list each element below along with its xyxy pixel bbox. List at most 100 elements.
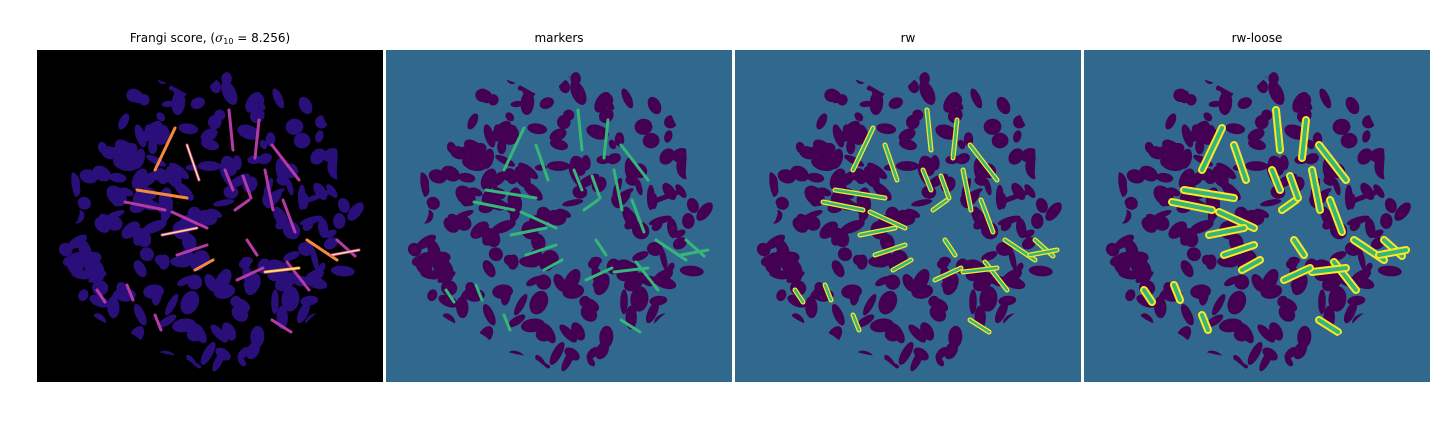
rw-region [1028,248,1059,257]
frangi-vessel [95,288,107,304]
rw-loose-region [1317,143,1348,182]
frangi-vessel [123,200,167,212]
marker-segment [590,174,602,200]
frangi-title-text: Frangi score, ( [129,31,216,45]
rw-loose-region [1310,266,1348,274]
frangi-vessel [233,198,251,212]
frangi-vessel [241,174,253,200]
rw-region [943,238,957,257]
marker-segment [534,143,550,182]
marker-segment [684,238,706,258]
marker-segment [619,143,650,182]
rw-region [979,198,995,234]
rw-region [921,168,933,192]
frangi-vessel [245,238,259,257]
frangi-vessel [235,266,265,282]
marker-segment [576,108,584,152]
marker-segment [584,266,614,282]
frangi-vessel [227,108,235,152]
rw-region [858,226,897,237]
rw-canvas [735,50,1081,382]
marker-segment [602,118,610,160]
marker-segment [502,126,526,172]
marker-segment [612,266,650,274]
rw-loose-region [1280,198,1298,212]
rw-loose-region [1142,288,1154,304]
marker-segment [612,168,624,212]
frangi-vessel [193,258,215,272]
marker-segment [502,313,512,332]
marker-segment [509,226,548,237]
rw-loose-region [1292,238,1306,257]
rw-region [931,198,949,212]
markers-image [386,50,732,382]
rw-region [851,126,875,172]
marker-segment [472,200,516,212]
rw-loose-region [1282,266,1312,282]
marker-segment [654,238,688,262]
rw-region [961,266,999,274]
rwloose-tissue [1101,67,1411,372]
rw-region [833,188,887,200]
rw-image [735,50,1081,382]
rw-region [868,210,907,230]
rw-loose-region [1240,258,1262,272]
frangi-vessel [170,210,209,230]
marker-segment [444,288,456,304]
rw-region [925,108,933,152]
frangi-vessel [135,188,189,200]
frangi-vessel [270,318,293,334]
rw-region [968,318,991,334]
rw-tissue [752,67,1062,372]
rw-loose-region [1207,226,1246,237]
rw-loose-region [1217,210,1256,230]
rw-loose-region [1270,168,1282,192]
rw-loose-region [1288,174,1300,200]
markers-canvas [386,50,732,382]
rw-loose-region [1274,108,1282,152]
frangi-vessel [335,238,357,258]
frangi-vessel [223,168,235,192]
frangi-vessel [175,243,209,257]
marker-segment [519,210,558,230]
frangi-panel-title: Frangi score, (σ10 = 8.256) [37,31,383,46]
frangi-score-canvas [37,50,383,382]
rw-region [821,200,865,212]
rw-panel-title: rw [900,31,916,45]
marker-segment [619,318,642,334]
rw-region [939,174,951,200]
markers-panel-title: markers [534,31,584,45]
rw-loose-region [1328,198,1344,234]
rw-loose-region [1172,283,1182,302]
rw-region [883,143,899,182]
frangi-title-value: = 8.256) [233,31,291,45]
rw-loose-region [1300,118,1308,160]
marker-segment [630,198,646,234]
rw-region [851,313,861,332]
marker-segment [634,260,660,292]
marker-segment [542,258,564,272]
frangi-score-image [37,50,383,382]
rw-region [823,283,833,302]
frangi-vessel [305,238,339,262]
rw-region [933,266,963,282]
rw-region [968,143,999,182]
marker-segment [679,248,710,257]
frangi-vessel [153,313,163,332]
marker-segment [474,283,484,302]
rw-loose-region [1232,143,1248,182]
rw-loose-panel-title: rw-loose [1231,31,1283,45]
rw-loose-region [1182,188,1236,200]
frangi-vessel [153,126,177,172]
rw-loose-region [1200,126,1224,172]
rw-loose-region [1317,318,1340,334]
rw-loose-region [1200,313,1210,332]
frangi-vessel [125,283,135,302]
frangi-title-subscript: 10 [223,37,234,46]
rw-region [793,288,805,304]
marker-segment [594,238,608,257]
rw-region [961,168,973,212]
rw-region [873,243,907,257]
rw-loose-region [1170,200,1214,212]
marker-segment [582,198,600,212]
